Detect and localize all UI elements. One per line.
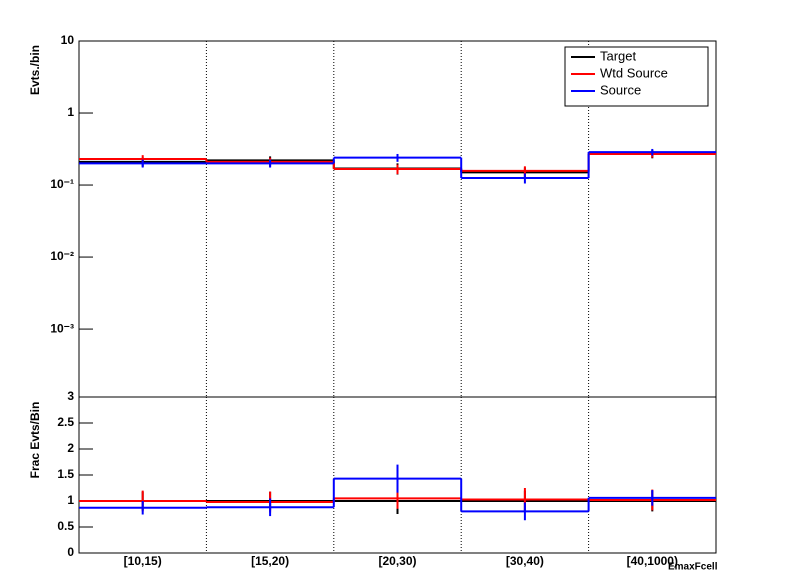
x-tick-label: [30,40) xyxy=(506,554,544,568)
y-axis-title: Frac Evts/Bin xyxy=(28,402,42,479)
legend-label: Source xyxy=(600,82,641,97)
y-tick-label: 10⁻³ xyxy=(50,321,74,335)
y-tick-label: 10⁻² xyxy=(50,249,74,263)
legend: Target Wtd Source Source xyxy=(564,46,709,107)
legend-label: Wtd Source xyxy=(600,65,668,80)
y-axis-title: Evts./bin xyxy=(28,45,42,95)
y-tick-label: 2.5 xyxy=(57,415,74,429)
y-tick-label: 1 xyxy=(67,493,74,507)
y-tick-label: 3 xyxy=(67,389,74,403)
y-tick-label: 0.5 xyxy=(57,519,74,533)
x-tick-label: [10,15) xyxy=(124,554,162,568)
x-axis-title: EmaxFcell xyxy=(668,562,718,572)
x-tick-label: [15,20) xyxy=(251,554,289,568)
y-tick-label: 1.5 xyxy=(57,467,74,481)
legend-label: Target xyxy=(600,48,637,63)
y-tick-label: 10 xyxy=(61,33,75,47)
x-tick-label: [20,30) xyxy=(378,554,416,568)
x-tick-label: [40,1000) xyxy=(627,554,678,568)
y-tick-label: 2 xyxy=(67,441,74,455)
y-tick-label: 1 xyxy=(67,105,74,119)
y-tick-label: 0 xyxy=(67,545,74,559)
y-tick-label: 10⁻¹ xyxy=(50,177,74,191)
